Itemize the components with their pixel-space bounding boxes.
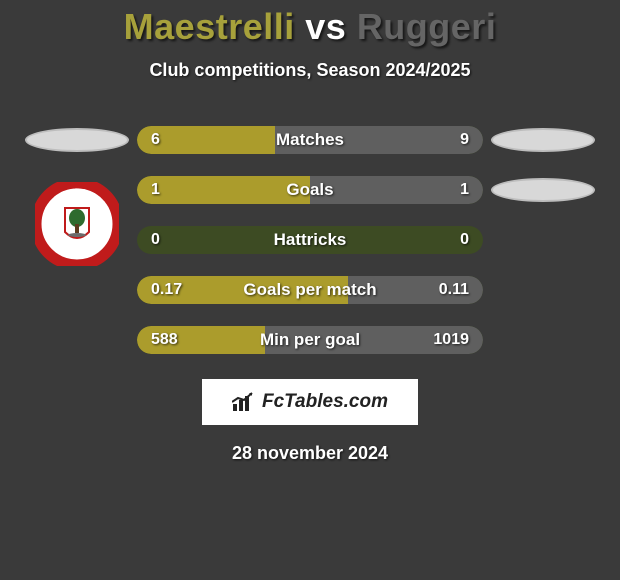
stat-value-right: 0.11 [439, 281, 469, 299]
stat-bar: 1 Goals 1 [137, 176, 483, 204]
stat-row: 6 Matches 9 [0, 117, 620, 163]
date-text: 28 november 2024 [0, 443, 620, 464]
stat-bar: 588 Min per goal 1019 [137, 326, 483, 354]
stats-section: 6 Matches 9 CARPI FC 1909 [0, 117, 620, 363]
stat-bar: 0.17 Goals per match 0.11 [137, 276, 483, 304]
stat-row: 0.17 Goals per match 0.11 [0, 267, 620, 313]
stat-bar: 0 Hattricks 0 [137, 226, 483, 254]
stat-value-right: 0 [460, 231, 469, 249]
club-ellipse-icon [491, 178, 595, 202]
stat-value-right: 9 [460, 131, 469, 149]
infographic-root: Maestrelli vs Ruggeri Club competitions,… [0, 0, 620, 580]
player1-name: Maestrelli [124, 6, 295, 47]
comparison-title: Maestrelli vs Ruggeri [0, 0, 620, 48]
stat-label: Goals per match [137, 280, 483, 300]
subtitle: Club competitions, Season 2024/2025 [0, 60, 620, 81]
stat-value-right: 1 [460, 181, 469, 199]
stat-label: Matches [137, 130, 483, 150]
vs-text: vs [305, 6, 346, 47]
watermark-text: FcTables.com [262, 391, 388, 413]
right-side-slot [483, 128, 603, 152]
right-side-slot [483, 178, 603, 202]
stat-bar: 6 Matches 9 [137, 126, 483, 154]
player2-name: Ruggeri [357, 6, 497, 47]
left-side-slot [17, 128, 137, 152]
club-ellipse-icon [491, 128, 595, 152]
crest-svg: CARPI FC 1909 [35, 182, 119, 266]
stat-label: Goals [137, 180, 483, 200]
stat-row: 588 Min per goal 1019 [0, 317, 620, 363]
club-ellipse-icon [25, 128, 129, 152]
stat-label: Min per goal [137, 330, 483, 350]
chart-icon [232, 392, 256, 412]
stat-label: Hattricks [137, 230, 483, 250]
watermark-badge: FcTables.com [202, 379, 418, 425]
club-crest-icon: CARPI FC 1909 [35, 182, 119, 266]
stat-value-right: 1019 [433, 331, 469, 349]
stat-row: CARPI FC 1909 1 Goals 1 [0, 167, 620, 213]
